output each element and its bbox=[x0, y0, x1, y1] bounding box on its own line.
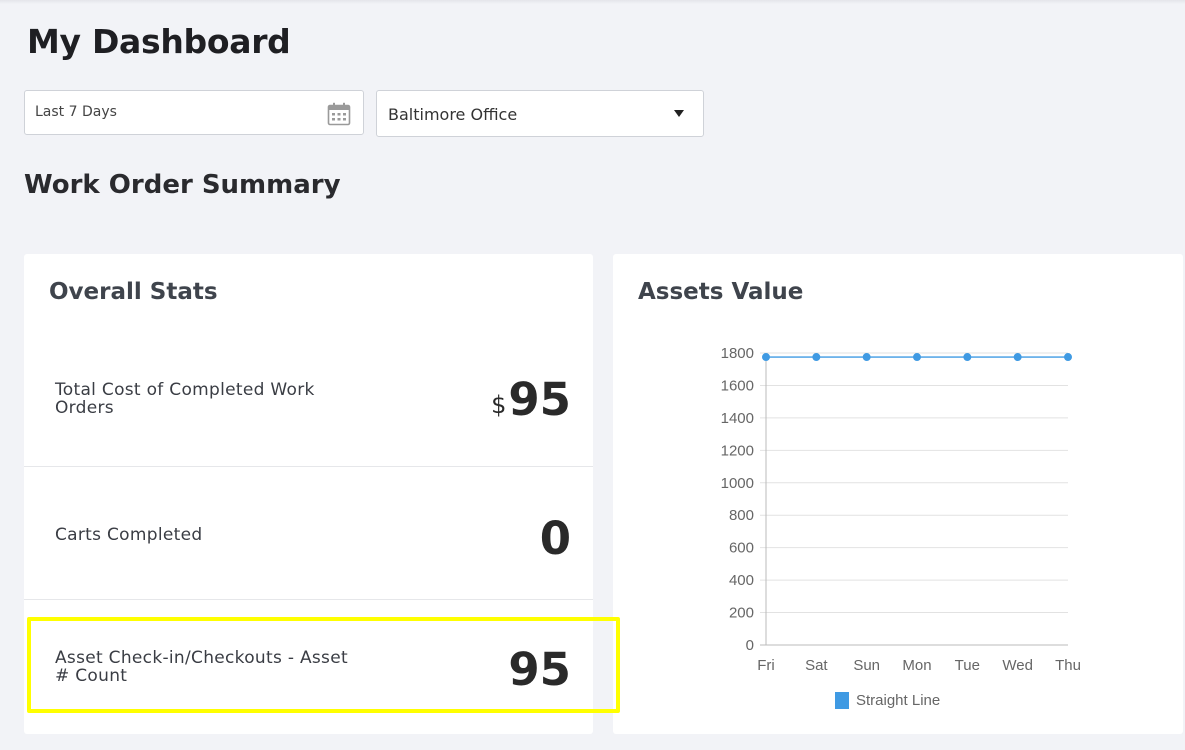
y-tick-label: 1600 bbox=[721, 377, 754, 394]
y-tick-label: 400 bbox=[729, 572, 754, 589]
x-tick-label: Fri bbox=[757, 657, 775, 674]
stat-value: $95 bbox=[491, 377, 571, 422]
x-tick-label: Wed bbox=[1002, 657, 1033, 674]
page-title: My Dashboard bbox=[27, 22, 291, 61]
x-tick-label: Tue bbox=[955, 657, 980, 674]
stat-value: 95 bbox=[508, 647, 571, 692]
stat-value: 0 bbox=[540, 516, 571, 561]
data-point bbox=[963, 353, 972, 362]
office-select-value: Baltimore Office bbox=[388, 105, 518, 124]
data-point bbox=[812, 353, 821, 362]
overall-stats-card: Overall Stats Total Cost of Completed Wo… bbox=[24, 254, 593, 734]
y-tick-label: 200 bbox=[729, 605, 754, 622]
stat-number: 0 bbox=[539, 512, 571, 565]
stat-label: Asset Check-in/Checkouts - Asset # Count bbox=[55, 648, 348, 686]
currency-symbol: $ bbox=[491, 391, 507, 419]
highlight-box bbox=[27, 617, 620, 713]
assets-value-card: Assets Value 0 200 400 600 800 1000 1200 1400 16… bbox=[613, 254, 1183, 734]
y-tick-label: 1000 bbox=[721, 475, 754, 492]
date-range-value: Last 7 Days bbox=[35, 104, 117, 120]
data-point bbox=[762, 353, 770, 362]
stat-total-cost: Total Cost of Completed Work Orders $95 bbox=[24, 332, 593, 467]
section-title: Work Order Summary bbox=[24, 170, 341, 200]
overall-stats-title: Overall Stats bbox=[49, 279, 218, 305]
top-shadow bbox=[0, 0, 1185, 4]
x-tick-label: Thu bbox=[1055, 657, 1081, 674]
assets-value-title: Assets Value bbox=[638, 279, 804, 305]
data-point bbox=[913, 353, 921, 362]
legend-label: Straight Line bbox=[856, 692, 940, 709]
chevron-down-icon[interactable] bbox=[674, 110, 684, 117]
y-tick-label: 800 bbox=[729, 507, 754, 524]
y-tick-label: 0 bbox=[746, 637, 754, 654]
stat-number: 95 bbox=[508, 373, 571, 426]
office-select[interactable]: Baltimore Office bbox=[376, 90, 704, 137]
legend-swatch bbox=[835, 692, 849, 709]
data-point bbox=[1064, 353, 1072, 362]
stat-asset-checkins: Asset Check-in/Checkouts - Asset # Count… bbox=[24, 600, 593, 734]
x-tick-label: Sun bbox=[853, 657, 880, 674]
stat-number: 95 bbox=[508, 643, 571, 696]
date-range-field[interactable]: Last 7 Days bbox=[24, 90, 364, 135]
stat-label: Total Cost of Completed Work Orders bbox=[55, 380, 315, 418]
stat-carts-completed: Carts Completed 0 bbox=[24, 467, 593, 600]
data-point bbox=[862, 353, 871, 362]
y-tick-label: 600 bbox=[729, 540, 754, 557]
calendar-icon[interactable] bbox=[327, 102, 351, 126]
y-tick-label: 1800 bbox=[721, 345, 754, 362]
x-tick-label: Sat bbox=[805, 657, 828, 674]
y-tick-label: 1400 bbox=[721, 410, 754, 427]
stat-label: Carts Completed bbox=[55, 525, 203, 545]
data-point bbox=[1013, 353, 1022, 362]
x-tick-label: Mon bbox=[902, 657, 931, 674]
y-tick-label: 1200 bbox=[721, 442, 754, 459]
assets-value-chart: 0 200 400 600 800 1000 1200 1400 1600 1800 Fri Sat S… bbox=[721, 345, 1081, 709]
